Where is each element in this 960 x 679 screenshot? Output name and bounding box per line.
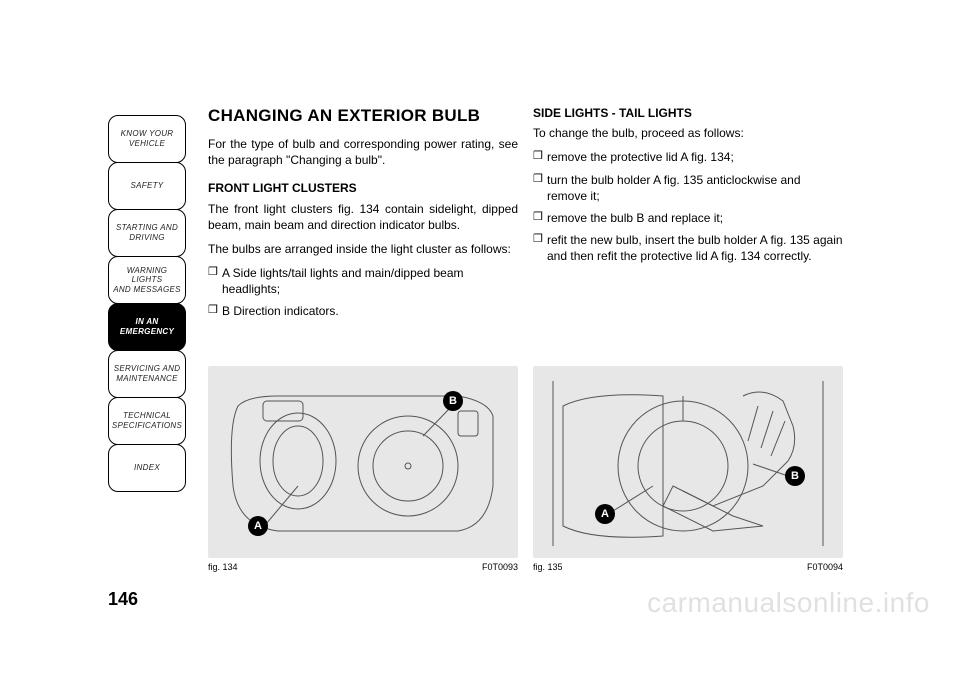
heading-main: CHANGING AN EXTERIOR BULB	[208, 105, 518, 128]
bullet-text: turn the bulb holder A fig. 135 anticloc…	[547, 172, 843, 204]
tab-servicing-maintenance[interactable]: SERVICING ANDMAINTENANCE	[108, 350, 186, 398]
bullet-a: ❒ A Side lights/tail lights and main/dip…	[208, 265, 518, 297]
callout-b: B	[443, 391, 463, 411]
paragraph-procedure: To change the bulb, proceed as follows:	[533, 125, 843, 141]
bullet-b: ❒ B Direction indicators.	[208, 303, 518, 319]
figure-135-svg	[533, 366, 843, 558]
figure-134-caption: fig. 134 F0T0093	[208, 562, 518, 572]
bullet-mark-icon: ❒	[208, 265, 222, 297]
watermark: carmanualsonline.info	[647, 587, 930, 619]
tab-label: IN ANEMERGENCY	[120, 317, 174, 336]
bullet-text: remove the bulb B and replace it;	[547, 210, 843, 226]
tab-label: STARTING ANDDRIVING	[116, 223, 178, 242]
caption-right: F0T0093	[482, 562, 518, 572]
column-right: SIDE LIGHTS - TAIL LIGHTS To change the …	[533, 105, 843, 271]
bullet-text: remove the protective lid A fig. 134;	[547, 149, 843, 165]
heading-front-clusters: FRONT LIGHT CLUSTERS	[208, 180, 518, 196]
column-left: CHANGING AN EXTERIOR BULB For the type o…	[208, 105, 518, 326]
heading-side-tail: SIDE LIGHTS - TAIL LIGHTS	[533, 105, 843, 121]
figure-135-caption: fig. 135 F0T0094	[533, 562, 843, 572]
tab-label: SERVICING ANDMAINTENANCE	[114, 364, 181, 383]
figure-134-wrap: A B fig. 134 F0T0093	[208, 366, 518, 572]
bullet-mark-icon: ❒	[208, 303, 222, 319]
paragraph-clusters-2: The bulbs are arranged inside the light …	[208, 241, 518, 257]
tab-label: SAFETY	[131, 181, 164, 191]
tab-know-your-vehicle[interactable]: KNOW YOURVEHICLE	[108, 115, 186, 163]
callout-a: A	[248, 516, 268, 536]
bullet-text: A Side lights/tail lights and main/dippe…	[222, 265, 518, 297]
bullet-step-4: ❒ refit the new bulb, insert the bulb ho…	[533, 232, 843, 264]
figure-134: A B	[208, 366, 518, 558]
tab-technical-specs[interactable]: TECHNICALSPECIFICATIONS	[108, 397, 186, 445]
figure-135: A B	[533, 366, 843, 558]
tab-in-an-emergency[interactable]: IN ANEMERGENCY	[108, 303, 186, 351]
bullet-step-2: ❒ turn the bulb holder A fig. 135 anticl…	[533, 172, 843, 204]
caption-left: fig. 134	[208, 562, 238, 572]
bullet-mark-icon: ❒	[533, 149, 547, 165]
tab-warning-lights[interactable]: WARNING LIGHTSAND MESSAGES	[108, 256, 186, 304]
bullet-text: B Direction indicators.	[222, 303, 518, 319]
sidebar-tabs: KNOW YOURVEHICLE SAFETY STARTING ANDDRIV…	[108, 115, 188, 491]
bullet-step-3: ❒ remove the bulb B and replace it;	[533, 210, 843, 226]
bullet-text: refit the new bulb, insert the bulb hold…	[547, 232, 843, 264]
caption-right: F0T0094	[807, 562, 843, 572]
paragraph-intro: For the type of bulb and corresponding p…	[208, 136, 518, 168]
tab-label: WARNING LIGHTSAND MESSAGES	[111, 266, 183, 295]
figure-135-wrap: A B fig. 135 F0T0094	[533, 366, 843, 572]
tab-label: INDEX	[134, 463, 160, 473]
tab-label: KNOW YOURVEHICLE	[121, 129, 174, 148]
tab-index[interactable]: INDEX	[108, 444, 186, 492]
tab-safety[interactable]: SAFETY	[108, 162, 186, 210]
callout-a: A	[595, 504, 615, 524]
callout-b: B	[785, 466, 805, 486]
paragraph-clusters-1: The front light clusters fig. 134 contai…	[208, 201, 518, 233]
bullet-mark-icon: ❒	[533, 210, 547, 226]
page-number: 146	[108, 589, 138, 610]
tab-starting-driving[interactable]: STARTING ANDDRIVING	[108, 209, 186, 257]
bullet-mark-icon: ❒	[533, 232, 547, 264]
caption-left: fig. 135	[533, 562, 563, 572]
page: KNOW YOURVEHICLE SAFETY STARTING ANDDRIV…	[108, 105, 848, 610]
tab-label: TECHNICALSPECIFICATIONS	[112, 411, 182, 430]
bullet-mark-icon: ❒	[533, 172, 547, 204]
bullet-step-1: ❒ remove the protective lid A fig. 134;	[533, 149, 843, 165]
